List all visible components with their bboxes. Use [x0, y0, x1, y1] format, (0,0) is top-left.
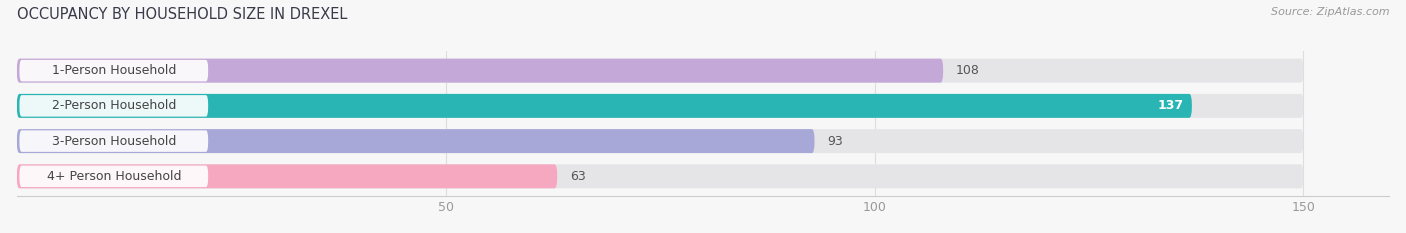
FancyBboxPatch shape: [20, 130, 208, 152]
FancyBboxPatch shape: [17, 59, 1303, 83]
Text: Source: ZipAtlas.com: Source: ZipAtlas.com: [1271, 7, 1389, 17]
Text: 93: 93: [827, 135, 844, 148]
Text: 108: 108: [956, 64, 980, 77]
Text: OCCUPANCY BY HOUSEHOLD SIZE IN DREXEL: OCCUPANCY BY HOUSEHOLD SIZE IN DREXEL: [17, 7, 347, 22]
Text: 1-Person Household: 1-Person Household: [52, 64, 176, 77]
FancyBboxPatch shape: [17, 94, 1303, 118]
Text: 4+ Person Household: 4+ Person Household: [46, 170, 181, 183]
FancyBboxPatch shape: [17, 59, 943, 83]
FancyBboxPatch shape: [20, 60, 208, 81]
Text: 2-Person Household: 2-Person Household: [52, 99, 176, 112]
FancyBboxPatch shape: [17, 164, 557, 188]
FancyBboxPatch shape: [17, 129, 1303, 153]
FancyBboxPatch shape: [17, 164, 1303, 188]
FancyBboxPatch shape: [20, 166, 208, 187]
Text: 63: 63: [569, 170, 586, 183]
FancyBboxPatch shape: [20, 95, 208, 117]
Text: 3-Person Household: 3-Person Household: [52, 135, 176, 148]
FancyBboxPatch shape: [17, 129, 814, 153]
Text: 137: 137: [1157, 99, 1184, 112]
FancyBboxPatch shape: [17, 94, 1192, 118]
